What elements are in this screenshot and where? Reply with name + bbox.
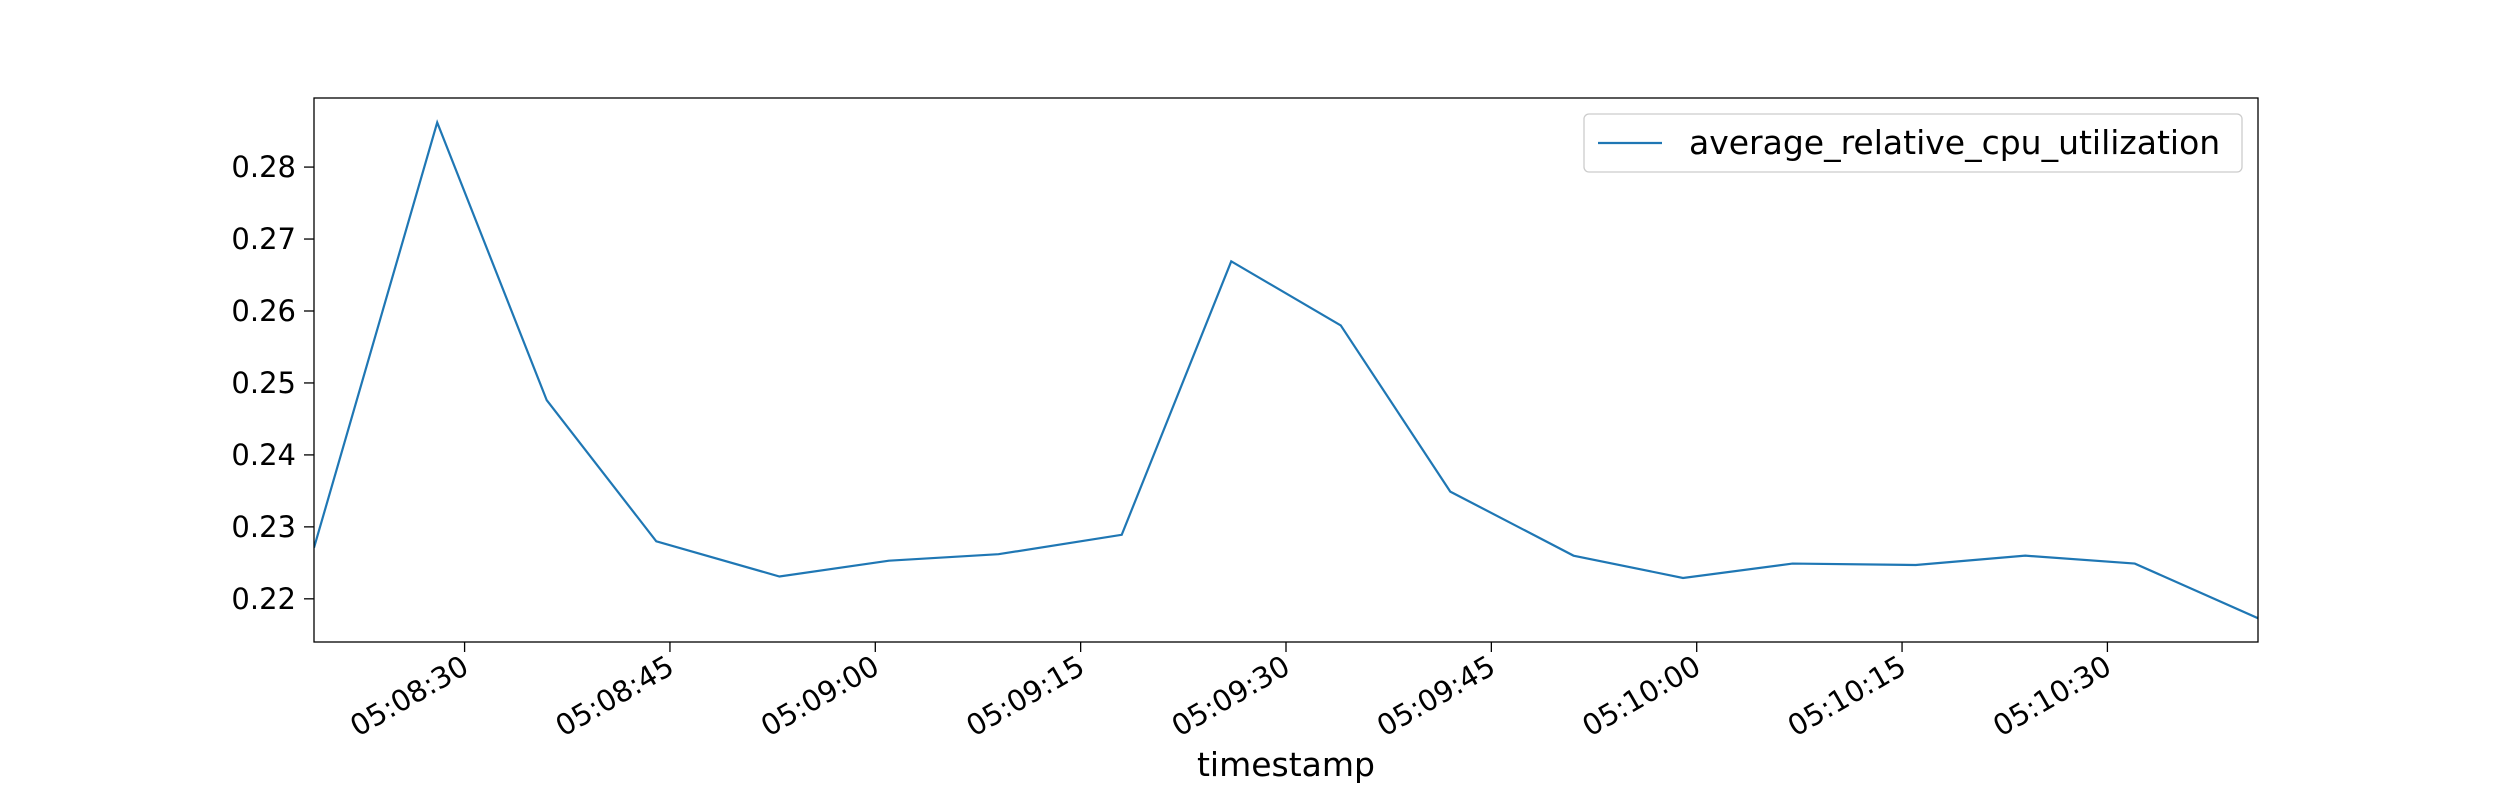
y-tick-label: 0.28 — [231, 150, 296, 184]
y-tick-label: 0.23 — [231, 510, 296, 544]
y-tick-label: 0.27 — [231, 222, 296, 256]
x-tick-label: 05:09:15 — [960, 649, 1090, 744]
x-tick-label: 05:09:00 — [755, 649, 885, 744]
legend-box — [1583, 113, 2243, 173]
x-tick-label: 05:10:30 — [1987, 649, 2117, 744]
y-tick-label: 0.26 — [231, 294, 296, 328]
x-tick-label: 05:10:00 — [1576, 649, 1706, 744]
x-tick-label: 05:08:45 — [550, 649, 680, 744]
y-tick-label: 0.24 — [231, 438, 296, 472]
x-tick-label: 05:09:30 — [1166, 649, 1296, 744]
x-tick-label: 05:10:15 — [1782, 649, 1912, 744]
y-tick-label: 0.25 — [231, 366, 296, 400]
legend-label: average_relative_cpu_utilization — [1689, 123, 2220, 162]
plot-frame — [313, 97, 2259, 643]
line-series — [314, 119, 2258, 620]
x-tick-label: 05:08:30 — [344, 649, 474, 744]
y-tick-label: 0.22 — [231, 582, 296, 616]
x-axis-label: timestamp — [1197, 745, 1375, 784]
x-tick-label: 05:09:45 — [1371, 649, 1501, 744]
